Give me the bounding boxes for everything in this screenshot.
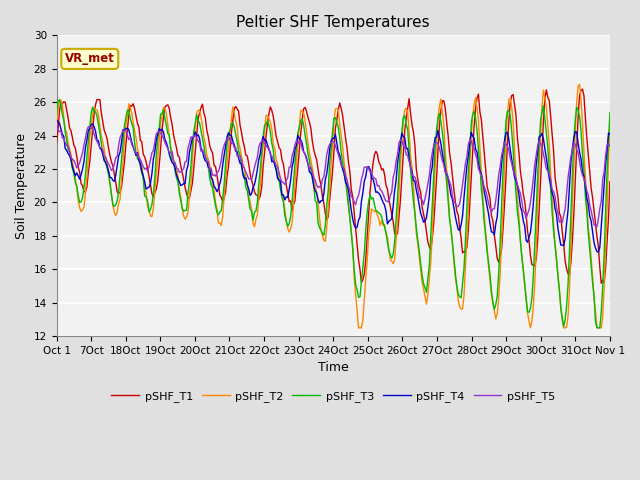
- pSHF_T3: [52, 111, 60, 117]
- pSHF_T4: [595, 249, 602, 255]
- pSHF_T1: [447, 159, 455, 165]
- pSHF_T1: [337, 106, 345, 111]
- pSHF_T1: [606, 179, 614, 184]
- pSHF_T5: [72, 161, 79, 167]
- pSHF_T2: [576, 82, 584, 87]
- pSHF_T4: [337, 161, 345, 167]
- pSHF_T5: [89, 126, 97, 132]
- pSHF_T2: [72, 176, 79, 182]
- pSHF_T5: [52, 120, 60, 126]
- pSHF_T3: [531, 241, 539, 247]
- pSHF_T3: [606, 110, 614, 116]
- pSHF_T3: [605, 137, 612, 143]
- Line: pSHF_T5: pSHF_T5: [56, 123, 610, 227]
- pSHF_T4: [529, 201, 537, 206]
- pSHF_T3: [73, 183, 81, 189]
- pSHF_T3: [90, 109, 98, 115]
- pSHF_T1: [52, 140, 60, 146]
- Line: pSHF_T1: pSHF_T1: [56, 89, 610, 283]
- pSHF_T2: [531, 279, 539, 285]
- pSHF_T1: [579, 86, 586, 92]
- pSHF_T4: [52, 117, 60, 123]
- pSHF_T2: [605, 157, 612, 163]
- pSHF_T1: [597, 280, 605, 286]
- pSHF_T5: [604, 142, 611, 148]
- pSHF_T4: [604, 148, 611, 154]
- Line: pSHF_T4: pSHF_T4: [56, 120, 610, 252]
- pSHF_T2: [337, 132, 345, 138]
- Title: Peltier SHF Temperatures: Peltier SHF Temperatures: [236, 15, 430, 30]
- pSHF_T3: [449, 240, 456, 246]
- Legend: pSHF_T1, pSHF_T2, pSHF_T3, pSHF_T4, pSHF_T5: pSHF_T1, pSHF_T2, pSHF_T3, pSHF_T4, pSHF…: [107, 387, 559, 407]
- pSHF_T2: [52, 122, 60, 128]
- pSHF_T1: [72, 145, 79, 151]
- pSHF_T3: [593, 325, 601, 331]
- Y-axis label: Soil Temperature: Soil Temperature: [15, 133, 28, 239]
- pSHF_T5: [529, 176, 537, 181]
- Line: pSHF_T2: pSHF_T2: [56, 84, 610, 328]
- pSHF_T5: [337, 162, 345, 168]
- pSHF_T5: [447, 183, 455, 189]
- pSHF_T1: [89, 127, 97, 133]
- X-axis label: Time: Time: [318, 361, 349, 374]
- pSHF_T4: [447, 192, 455, 198]
- pSHF_T4: [606, 131, 614, 137]
- pSHF_T1: [529, 262, 537, 268]
- pSHF_T2: [606, 120, 614, 126]
- pSHF_T5: [593, 224, 601, 229]
- pSHF_T4: [89, 121, 97, 127]
- pSHF_T2: [355, 325, 362, 331]
- pSHF_T5: [606, 144, 614, 149]
- pSHF_T3: [339, 159, 346, 165]
- pSHF_T4: [72, 173, 79, 179]
- pSHF_T3: [56, 97, 63, 103]
- Line: pSHF_T3: pSHF_T3: [56, 100, 610, 328]
- Text: VR_met: VR_met: [65, 52, 115, 65]
- pSHF_T2: [449, 240, 456, 246]
- pSHF_T2: [89, 111, 97, 117]
- pSHF_T1: [605, 216, 612, 221]
